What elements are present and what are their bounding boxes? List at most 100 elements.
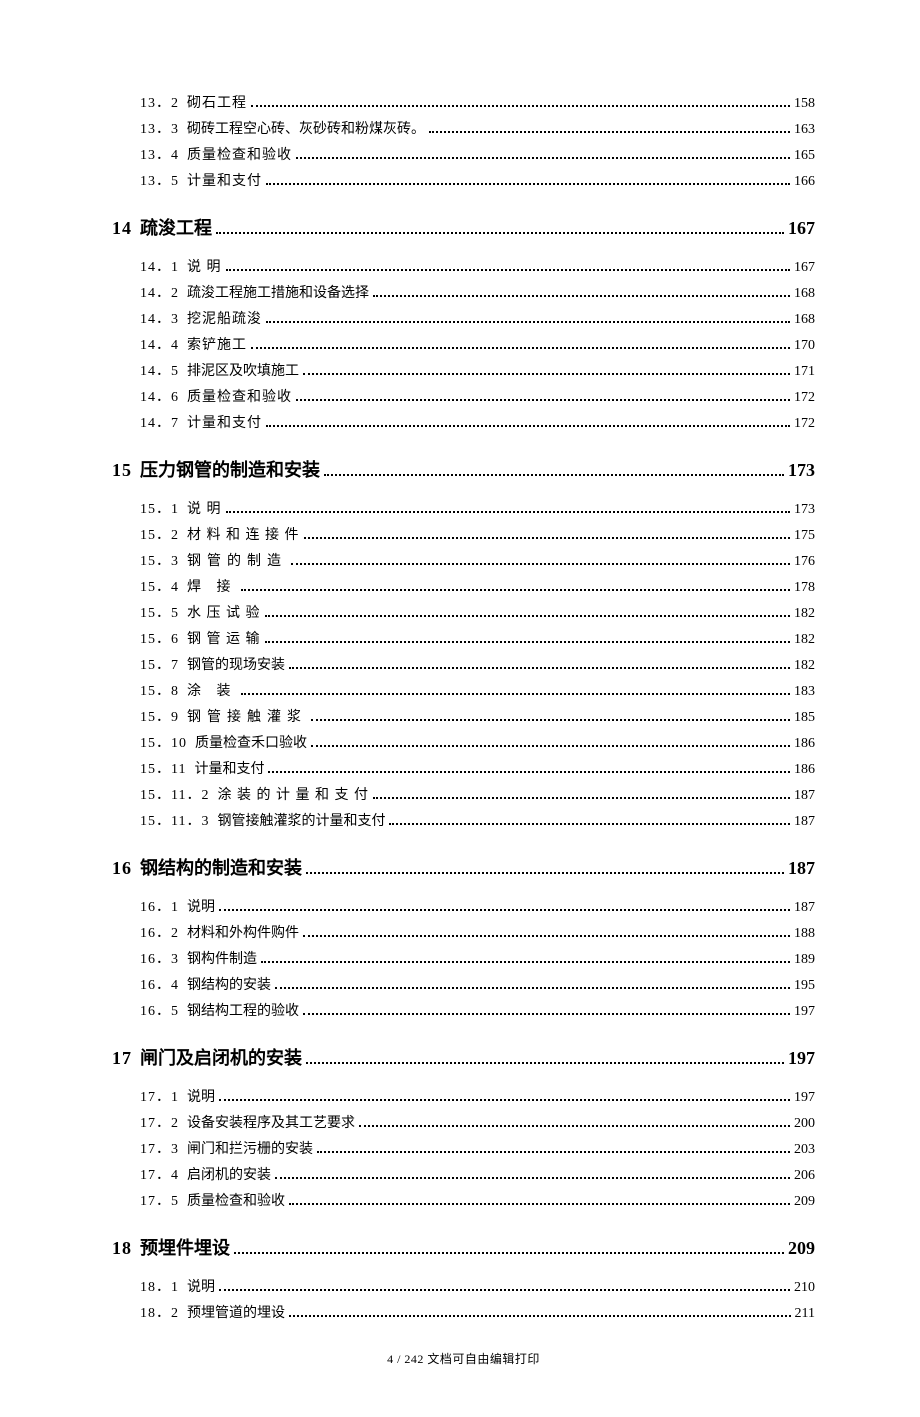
toc-entry-title: 疏浚工程 [132, 214, 212, 240]
toc-entry-page: 171 [794, 364, 815, 380]
toc-entry-title: 排泥区及吹填施工 [179, 360, 299, 380]
toc-entry-page: 187 [794, 814, 815, 830]
toc-entry: 15．11．2涂 装 的 计 量 和 支 付187 [112, 784, 815, 804]
toc-entry: 13．5计量和支付166 [112, 170, 815, 190]
toc-leader-dots [304, 537, 791, 539]
toc-entry-title: 说明 [179, 1276, 215, 1296]
toc-entry-number: 15．11．2 [140, 784, 209, 804]
toc-section-heading: 18预埋件埋设209 [112, 1234, 815, 1260]
toc-entry: 15．10质量检查禾口验收186 [112, 732, 815, 752]
toc-entry-number: 13．4 [140, 144, 179, 164]
toc-entry-page: 188 [794, 926, 815, 942]
toc-entry: 14．2疏浚工程施工措施和设备选择168 [112, 282, 815, 302]
toc-entry-number: 15．11．3 [140, 810, 209, 830]
toc-leader-dots [317, 1151, 790, 1153]
toc-entry-title: 钢管接触灌浆 [179, 706, 307, 726]
toc-entry-page: 195 [794, 978, 815, 994]
toc-leader-dots [306, 872, 784, 874]
toc-entry-page: 170 [794, 338, 815, 354]
toc-entry: 15．3钢管的制造176 [112, 550, 815, 570]
toc-entry: 15．11计量和支付186 [112, 758, 815, 778]
toc-entry: 16．4钢结构的安装195 [112, 974, 815, 994]
toc-leader-dots [275, 1177, 790, 1179]
toc-entry-page: 172 [794, 416, 815, 432]
toc-entry-page: 167 [788, 218, 815, 239]
toc-leader-dots [251, 105, 790, 107]
toc-entry-number: 14．4 [140, 334, 179, 354]
toc-leader-dots [389, 823, 790, 825]
toc-entry: 15．5水 压 试 验182 [112, 602, 815, 622]
toc-leader-dots [266, 425, 790, 427]
toc-entry-page: 197 [788, 1048, 815, 1069]
toc-entry-number: 18 [112, 1238, 132, 1259]
toc-entry-number: 15．7 [140, 654, 179, 674]
toc-entry-title: 质量检查和验收 [179, 1190, 285, 1210]
toc-entry-title: 质量检查和验收 [179, 386, 292, 406]
toc-entry-number: 17．2 [140, 1112, 179, 1132]
toc-entry-number: 13．3 [140, 118, 179, 138]
toc-entry-page: 200 [794, 1116, 815, 1132]
toc-entry-number: 15．6 [140, 628, 179, 648]
toc-entry-number: 14．3 [140, 308, 179, 328]
page-footer: 4 / 242 文档可自由编辑打印 [112, 1350, 815, 1367]
toc-entry-title: 疏浚工程施工措施和设备选择 [179, 282, 369, 302]
toc-leader-dots [289, 1203, 790, 1205]
toc-entry-number: 18．2 [140, 1302, 179, 1322]
toc-entry-page: 165 [794, 148, 815, 164]
toc-leader-dots [216, 232, 784, 234]
toc-entry: 17．3闸门和拦污栅的安装203 [112, 1138, 815, 1158]
toc-entry-page: 209 [794, 1194, 815, 1210]
toc-leader-dots [266, 183, 790, 185]
toc-leader-dots [289, 1315, 791, 1317]
toc-leader-dots [296, 399, 790, 401]
toc-entry-title: 水 压 试 验 [179, 602, 261, 622]
toc-section-heading: 17闸门及启闭机的安装197 [112, 1044, 815, 1070]
toc-entry-title: 计量和支付 [186, 758, 264, 778]
toc-leader-dots [311, 719, 790, 721]
toc-entry-page: 168 [794, 286, 815, 302]
toc-entry-title: 钢 管 运 输 [179, 628, 261, 648]
toc-entry: 14．4索铲施工170 [112, 334, 815, 354]
toc-entry: 18．2预埋管道的埋设211 [112, 1302, 815, 1322]
toc-entry: 15．9钢管接触灌浆185 [112, 706, 815, 726]
toc-section-heading: 16钢结构的制造和安装187 [112, 854, 815, 880]
toc-leader-dots [226, 511, 791, 513]
toc-leader-dots [219, 1099, 790, 1101]
toc-leader-dots [265, 615, 791, 617]
toc-entry-page: 168 [794, 312, 815, 328]
toc-entry-number: 17．1 [140, 1086, 179, 1106]
toc-entry-number: 17．5 [140, 1190, 179, 1210]
toc-entry-number: 16 [112, 858, 132, 879]
toc-entry-title: 说明 [179, 896, 215, 916]
toc-entry-number: 15．8 [140, 680, 179, 700]
toc-entry-title: 质量检查和验收 [179, 144, 292, 164]
toc-entry-title: 砌石工程 [179, 92, 247, 112]
toc-entry: 15．8涂 装183 [112, 680, 815, 700]
toc-leader-dots [373, 797, 790, 799]
toc-entry-number: 14．7 [140, 412, 179, 432]
toc-entry: 15．11．3钢管接触灌浆的计量和支付187 [112, 810, 815, 830]
toc-entry-number: 16．2 [140, 922, 179, 942]
toc-entry-page: 211 [795, 1306, 815, 1322]
toc-entry: 13．4质量检查和验收 165 [112, 144, 815, 164]
toc-entry-number: 13．5 [140, 170, 179, 190]
toc-entry-number: 18．1 [140, 1276, 179, 1296]
toc-leader-dots [234, 1252, 784, 1254]
toc-section-heading: 14疏浚工程167 [112, 214, 815, 240]
toc-entry-title: 设备安装程序及其工艺要求 [179, 1112, 355, 1132]
toc-entry: 16．3钢构件制造189 [112, 948, 815, 968]
toc-entry-number: 15．10 [140, 732, 187, 752]
toc-entry-title: 预埋件埋设 [132, 1234, 230, 1260]
toc-entry-page: 172 [794, 390, 815, 406]
toc-entry: 13．2砌石工程158 [112, 92, 815, 112]
toc-entry-number: 15．4 [140, 576, 179, 596]
toc-leader-dots [303, 1013, 790, 1015]
toc-entry-page: 173 [788, 460, 815, 481]
toc-entry-title: 质量检查禾口验收 [187, 732, 307, 752]
toc-entry: 18．1说明210 [112, 1276, 815, 1296]
toc-entry-title: 涂 装 的 计 量 和 支 付 [209, 784, 369, 804]
toc-leader-dots [219, 1289, 790, 1291]
toc-entry-number: 13．2 [140, 92, 179, 112]
toc-entry: 16．1说明187 [112, 896, 815, 916]
toc-leader-dots [303, 935, 790, 937]
